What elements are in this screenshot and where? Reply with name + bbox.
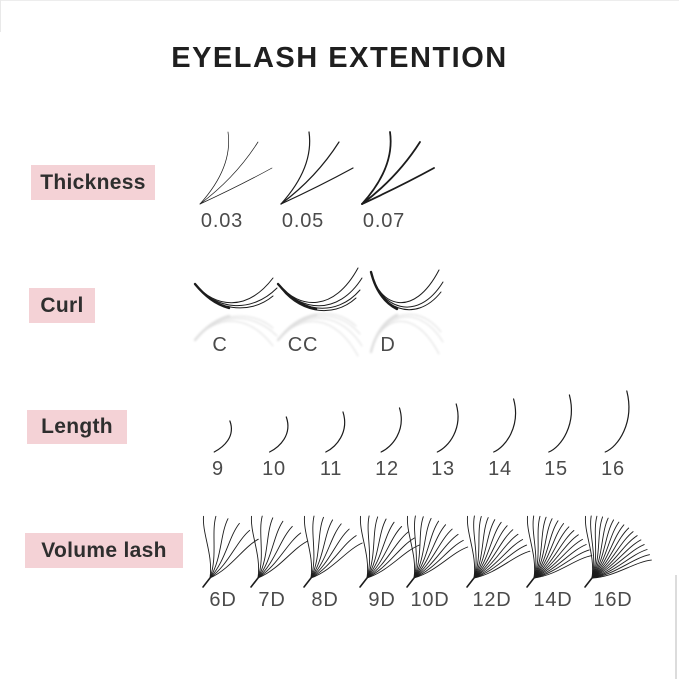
curl-lash-illustration	[193, 277, 278, 347]
volume-value: 12D	[472, 589, 512, 611]
thickness-lash-illustration	[199, 131, 273, 205]
length-row: Length 9 10 11 12 13 14 15 16	[0, 380, 679, 482]
length-lash-illustration	[269, 416, 289, 453]
volume-value: 16D	[593, 589, 633, 611]
curl-value: C	[212, 334, 228, 356]
length-value: 9	[212, 458, 224, 480]
length-lash-illustration	[325, 411, 346, 453]
curl-lash-illustration	[276, 267, 363, 357]
volume-value: 10D	[410, 589, 450, 611]
volume-lash-illustration	[202, 515, 259, 588]
curl-label: Curl	[29, 288, 95, 323]
thickness-label: Thickness	[31, 165, 155, 200]
volume-lash-illustration	[466, 515, 531, 588]
volume-value: 9D	[368, 589, 396, 611]
volume-lash-illustration	[406, 515, 469, 588]
volume-lash-illustration	[303, 515, 363, 588]
volume-lash-illustration	[526, 515, 593, 588]
thickness-value: 0.03	[200, 210, 244, 232]
length-lash-illustration	[548, 394, 572, 453]
edge-artifact-top	[0, 0, 679, 1]
length-value: 15	[544, 458, 568, 480]
length-lash-illustration	[380, 407, 402, 453]
edge-artifact-left	[0, 0, 1, 32]
volume-lash-illustration	[250, 515, 309, 588]
curl-value: CC	[287, 334, 319, 356]
length-lash-illustration	[436, 403, 459, 453]
thickness-value: 0.07	[362, 210, 406, 232]
length-value: 10	[262, 458, 286, 480]
length-lash-illustration	[493, 398, 517, 453]
length-value: 12	[375, 458, 399, 480]
curl-row: Curl C CC D	[0, 260, 679, 360]
thickness-row: Thickness 0.03 0.05 0.07	[0, 126, 679, 236]
length-lash-illustration	[213, 420, 232, 453]
volume-value: 14D	[533, 589, 573, 611]
volume-value: 8D	[311, 589, 339, 611]
volume-lash-illustration	[359, 515, 420, 588]
curl-value: D	[380, 334, 396, 356]
length-value: 11	[319, 458, 343, 480]
thickness-lash-illustration	[280, 131, 354, 205]
thickness-lash-illustration	[361, 131, 435, 205]
edge-artifact-right	[675, 575, 677, 679]
thickness-value: 0.05	[281, 210, 325, 232]
length-value: 13	[431, 458, 455, 480]
length-label: Length	[27, 410, 127, 444]
volume-lash-label: Volume lash	[25, 533, 183, 568]
volume-value: 7D	[258, 589, 286, 611]
length-value: 14	[488, 458, 512, 480]
volume-lash-illustration	[584, 515, 652, 588]
length-value: 16	[601, 458, 625, 480]
volume-value: 6D	[209, 589, 237, 611]
volume-lash-row: Volume lash 6D 7D 8D 9D 10D 12D 14D 16D	[0, 505, 679, 615]
length-lash-illustration	[604, 390, 630, 453]
page-title: EYELASH EXTENTION	[171, 42, 508, 74]
curl-lash-illustration	[369, 269, 444, 355]
